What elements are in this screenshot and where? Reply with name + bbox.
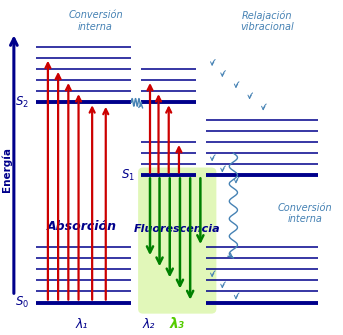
- Text: $S_1$: $S_1$: [121, 168, 135, 183]
- Text: $S_2$: $S_2$: [15, 95, 29, 110]
- FancyBboxPatch shape: [138, 168, 216, 314]
- Text: Energía: Energía: [2, 147, 12, 192]
- Text: Conversión
interna: Conversión interna: [277, 203, 332, 224]
- Text: Conversión
interna: Conversión interna: [68, 10, 123, 32]
- Text: Relajación
vibracional: Relajación vibracional: [240, 10, 294, 32]
- Text: Absorción: Absorción: [47, 220, 117, 233]
- Text: $S_0$: $S_0$: [15, 295, 29, 310]
- Text: λ₃: λ₃: [170, 317, 185, 331]
- Text: Fluorescencia: Fluorescencia: [134, 224, 221, 234]
- Text: λ₁: λ₁: [76, 318, 88, 331]
- Text: λ₂: λ₂: [142, 318, 154, 331]
